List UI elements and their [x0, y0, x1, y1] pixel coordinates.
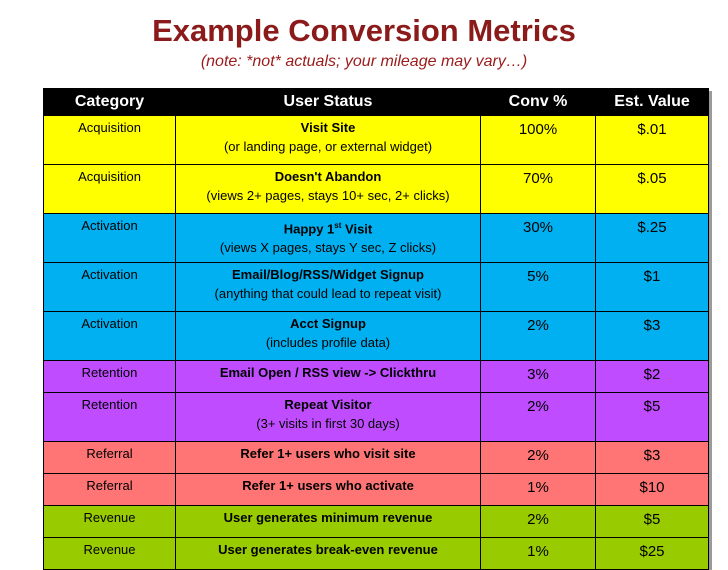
status-title: User generates break-even revenue — [218, 542, 438, 557]
cell-category: Acquisition — [43, 164, 176, 214]
cell-user-status: Refer 1+ users who activate — [175, 473, 481, 506]
cell-user-status: Refer 1+ users who visit site — [175, 441, 481, 474]
cell-category: Retention — [43, 360, 176, 393]
table-row: Acquisition Visit Site (or landing page,… — [43, 115, 709, 165]
table-row: Retention Email Open / RSS view -> Click… — [43, 360, 709, 393]
cell-category: Revenue — [43, 505, 176, 538]
status-title: Repeat Visitor — [284, 397, 372, 412]
table-row: Activation Acct Signup (includes profile… — [43, 311, 709, 361]
cell-category: Activation — [43, 213, 176, 263]
status-title: Happy 1st Visit — [176, 214, 480, 237]
cell-conv-percent: 2% — [480, 392, 596, 442]
cell-user-status: User generates break-even revenue — [175, 537, 481, 570]
table-row: Revenue User generates break-even revenu… — [43, 537, 709, 570]
page-title: Example Conversion Metrics — [152, 13, 576, 48]
table-header-row: Category User Status Conv % Est. Value — [43, 88, 709, 116]
cell-conv-percent: 70% — [480, 164, 596, 214]
status-detail: (views X pages, stays Y sec, Z clicks) — [219, 240, 437, 256]
cell-est-value: $.01 — [595, 115, 709, 165]
header-category: Category — [43, 88, 176, 116]
status-title: Doesn't Abandon — [274, 169, 382, 184]
cell-est-value: $3 — [595, 441, 709, 474]
header-conv-percent: Conv % — [480, 88, 596, 116]
cell-user-status: Happy 1st Visit (views X pages, stays Y … — [175, 213, 481, 263]
status-title: Refer 1+ users who visit site — [240, 446, 416, 461]
cell-category: Retention — [43, 392, 176, 442]
header-est-value: Est. Value — [595, 88, 709, 116]
cell-est-value: $25 — [595, 537, 709, 570]
cell-conv-percent: 1% — [480, 473, 596, 506]
cell-est-value: $10 — [595, 473, 709, 506]
status-title: Visit Site — [300, 120, 356, 135]
status-detail: (or landing page, or external widget) — [223, 139, 433, 154]
conversion-metrics-table: Category User Status Conv % Est. Value A… — [43, 88, 709, 570]
cell-user-status: Email/Blog/RSS/Widget Signup (anything t… — [175, 262, 481, 312]
status-title-superscript: st — [334, 221, 342, 230]
cell-user-status: Repeat Visitor (3+ visits in first 30 da… — [175, 392, 481, 442]
cell-category: Revenue — [43, 537, 176, 570]
cell-est-value: $1 — [595, 262, 709, 312]
cell-est-value: $2 — [595, 360, 709, 393]
cell-conv-percent: 2% — [480, 505, 596, 538]
status-detail: (includes profile data) — [265, 335, 391, 350]
cell-conv-percent: 2% — [480, 441, 596, 474]
status-detail: (3+ visits in first 30 days) — [256, 416, 400, 431]
table-row: Referral Refer 1+ users who visit site 2… — [43, 441, 709, 474]
status-title-tail: Visit — [341, 221, 373, 237]
header-user-status: User Status — [175, 88, 481, 116]
status-detail: (anything that could lead to repeat visi… — [214, 286, 442, 301]
cell-category: Activation — [43, 311, 176, 361]
table-row: Activation Happy 1st Visit (views X page… — [43, 213, 709, 263]
cell-est-value: $3 — [595, 311, 709, 361]
cell-est-value: $.25 — [595, 213, 709, 263]
status-title-text: Happy 1 — [283, 221, 335, 237]
status-title: User generates minimum revenue — [223, 510, 433, 525]
cell-conv-percent: 5% — [480, 262, 596, 312]
page-subtitle: (note: *not* actuals; your mileage may v… — [200, 53, 528, 70]
cell-est-value: $.05 — [595, 164, 709, 214]
table-row: Activation Email/Blog/RSS/Widget Signup … — [43, 262, 709, 312]
table-row: Acquisition Doesn't Abandon (views 2+ pa… — [43, 164, 709, 214]
table-row: Referral Refer 1+ users who activate 1% … — [43, 473, 709, 506]
status-title: Acct Signup — [290, 316, 366, 331]
cell-conv-percent: 30% — [480, 213, 596, 263]
cell-est-value: $5 — [595, 392, 709, 442]
cell-user-status: Email Open / RSS view -> Clickthru — [175, 360, 481, 393]
cell-conv-percent: 1% — [480, 537, 596, 570]
cell-user-status: Visit Site (or landing page, or external… — [175, 115, 481, 165]
status-detail: (views 2+ pages, stays 10+ sec, 2+ click… — [206, 188, 450, 203]
status-title: Refer 1+ users who activate — [242, 478, 414, 493]
cell-conv-percent: 2% — [480, 311, 596, 361]
status-title: Email/Blog/RSS/Widget Signup — [232, 267, 424, 282]
cell-user-status: Acct Signup (includes profile data) — [175, 311, 481, 361]
cell-user-status: Doesn't Abandon (views 2+ pages, stays 1… — [175, 164, 481, 214]
cell-category: Activation — [43, 262, 176, 312]
cell-category: Acquisition — [43, 115, 176, 165]
table-row: Retention Repeat Visitor (3+ visits in f… — [43, 392, 709, 442]
table-row: Revenue User generates minimum revenue 2… — [43, 505, 709, 538]
cell-category: Referral — [43, 473, 176, 506]
cell-conv-percent: 100% — [480, 115, 596, 165]
cell-category: Referral — [43, 441, 176, 474]
cell-est-value: $5 — [595, 505, 709, 538]
status-title: Email Open / RSS view -> Clickthru — [219, 365, 437, 380]
cell-conv-percent: 3% — [480, 360, 596, 393]
cell-user-status: User generates minimum revenue — [175, 505, 481, 538]
